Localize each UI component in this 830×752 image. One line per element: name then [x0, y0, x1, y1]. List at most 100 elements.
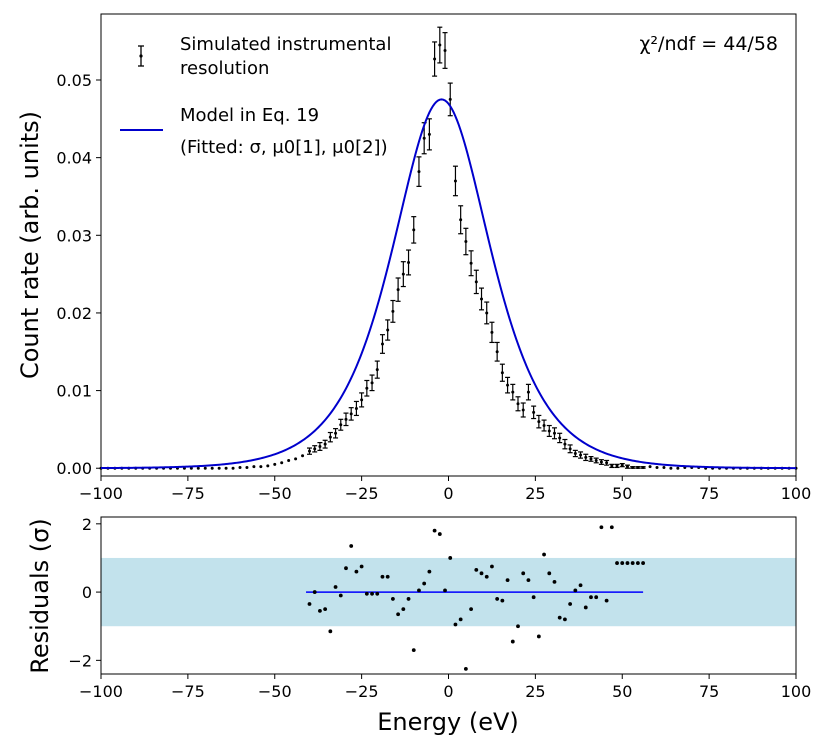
errorbar-point [515, 396, 521, 412]
errorbar-point [489, 321, 495, 344]
x-axis-label: Energy (eV) [377, 708, 519, 736]
residual-point [479, 571, 484, 576]
residuals-x-tick-label: 75 [699, 682, 719, 701]
residual-point [385, 574, 390, 579]
residual-point [568, 602, 573, 606]
errorbar-point [385, 319, 391, 341]
errorbar-point [635, 465, 641, 469]
errorbar-point [572, 449, 578, 458]
errorbar-point [588, 455, 594, 462]
residual-point [458, 617, 463, 622]
residuals-x-tick-label: 50 [612, 682, 632, 701]
errorbar-point [348, 407, 354, 421]
main-x-tick-label: 0 [443, 484, 453, 503]
residual-point [406, 597, 411, 601]
residual-point [474, 568, 479, 572]
residual-point [500, 598, 505, 603]
residual-point [599, 525, 604, 530]
residual-points [307, 525, 645, 671]
residual-point [328, 629, 333, 634]
zero-level-point [252, 465, 256, 469]
errorbar-point [468, 250, 474, 277]
main-y-tick-label: 0.00 [56, 459, 92, 478]
residual-point [375, 591, 380, 596]
residual-point [526, 578, 531, 583]
zero-level-point [280, 461, 284, 465]
errorbar-point [359, 392, 365, 408]
residual-point [516, 624, 520, 629]
residuals-y-ticks: 2 0 −2 [68, 515, 101, 670]
errorbar-point [432, 41, 438, 77]
residual-point [505, 578, 510, 583]
residuals-y-tick-label: −2 [68, 651, 92, 670]
errorbar-point [531, 405, 537, 420]
residuals-x-ticks: −100 −75 −50 −25 0 25 50 75 100 [79, 674, 811, 701]
residual-point [510, 639, 515, 644]
main-y-tick-label: 0.05 [56, 71, 92, 90]
residuals-y-axis-label: Residuals (σ) [26, 518, 54, 673]
residual-point [609, 525, 614, 530]
main-y-tick-label: 0.01 [56, 382, 92, 401]
residuals-x-tick-label: −25 [345, 682, 379, 701]
errorbar-point [567, 444, 573, 454]
residuals-y-tick-label: 0 [82, 583, 92, 602]
main-x-tick-label: −50 [258, 484, 292, 503]
errorbar-point [609, 463, 615, 469]
main-x-tick-label: −100 [79, 484, 123, 503]
residual-point [463, 666, 468, 671]
residual-point [432, 528, 437, 533]
residual-point [630, 561, 635, 565]
zero-level-point [662, 465, 666, 469]
errorbar-point [369, 374, 375, 392]
residuals-x-tick-label: 25 [525, 682, 545, 701]
residual-point [312, 590, 317, 594]
errorbar-point [463, 227, 469, 256]
zero-level-point [259, 465, 263, 469]
main-panel: −100 −75 −50 −25 0 25 50 75 100 0.00 0.01 0.02 0.03… [16, 13, 811, 503]
errorbar-point [322, 439, 328, 449]
errorbar-point [473, 269, 479, 295]
residual-point [448, 556, 453, 560]
errorbar-point [604, 459, 610, 466]
main-y-tick-label: 0.04 [56, 149, 92, 168]
legend-label-model-subtitle: (Fitted: σ, μ0[1], μ0[2]) [180, 137, 388, 158]
residual-point [318, 608, 322, 613]
residuals-x-tick-label: −75 [171, 682, 205, 701]
main-y-ticks: 0.00 0.01 0.02 0.03 0.04 0.05 [56, 71, 101, 478]
residual-point [338, 593, 343, 598]
residual-point [552, 579, 557, 584]
errorbar-point [479, 287, 485, 311]
residual-point [594, 595, 599, 600]
residual-point [573, 588, 578, 593]
errorbar-point [551, 427, 557, 440]
errorbar-point [536, 414, 542, 429]
errorbar-point [343, 412, 349, 427]
residual-point [620, 561, 625, 565]
legend-label-data-line1: Simulated instrumental [180, 34, 391, 55]
errorbar-point [437, 26, 443, 64]
errorbar-point [426, 118, 432, 151]
residual-point [469, 607, 473, 612]
errorbar-point [520, 402, 526, 418]
main-x-tick-label: 75 [699, 484, 719, 503]
residual-point [349, 544, 354, 548]
residual-point [641, 561, 645, 565]
errorbar-point [442, 32, 448, 69]
residual-point [323, 607, 328, 612]
errorbar-point [406, 249, 412, 276]
errorbar-point [598, 459, 604, 465]
residual-point [333, 585, 338, 589]
errorbar-point [640, 465, 646, 469]
residual-point [542, 552, 546, 557]
errorbar-point [458, 205, 464, 235]
residuals-y-tick-label: 2 [82, 515, 92, 534]
residual-point [583, 605, 588, 610]
zero-level-point [676, 466, 680, 470]
legend: Simulated instrumental resolution Model … [120, 34, 391, 158]
errorbar-point [541, 419, 547, 432]
errorbar-point [333, 428, 339, 439]
errorbar-point [447, 82, 453, 117]
main-x-tick-label: −25 [345, 484, 379, 503]
residual-point [495, 597, 500, 601]
